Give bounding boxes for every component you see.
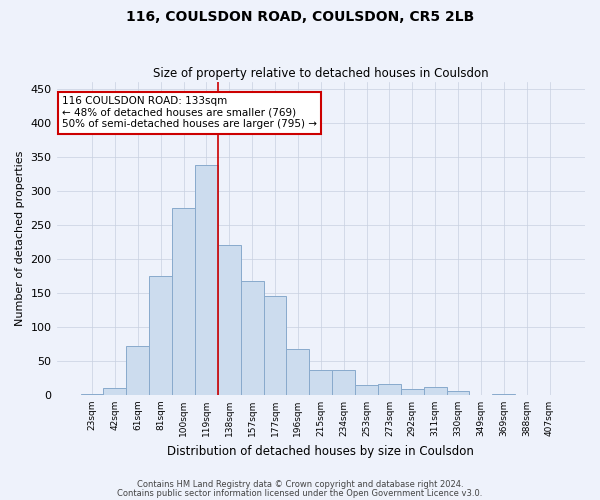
Bar: [103, 388, 127, 395]
Bar: [286, 348, 310, 395]
Y-axis label: Number of detached properties: Number of detached properties: [15, 151, 25, 326]
Bar: [80, 394, 103, 395]
Bar: [378, 384, 401, 395]
Bar: [149, 276, 172, 395]
Title: Size of property relative to detached houses in Coulsdon: Size of property relative to detached ho…: [153, 66, 488, 80]
Text: 116 COULSDON ROAD: 133sqm
← 48% of detached houses are smaller (769)
50% of semi: 116 COULSDON ROAD: 133sqm ← 48% of detac…: [62, 96, 317, 130]
Text: 116, COULSDON ROAD, COULSDON, CR5 2LB: 116, COULSDON ROAD, COULSDON, CR5 2LB: [126, 10, 474, 24]
Bar: [172, 208, 195, 395]
Bar: [310, 370, 332, 395]
Bar: [401, 389, 424, 395]
Bar: [493, 394, 515, 395]
Bar: [241, 282, 263, 395]
Bar: [218, 244, 241, 395]
X-axis label: Distribution of detached houses by size in Coulsdon: Distribution of detached houses by size …: [167, 444, 474, 458]
Bar: [446, 391, 469, 395]
Bar: [263, 296, 286, 395]
Bar: [332, 370, 355, 395]
Bar: [355, 384, 378, 395]
Bar: [424, 387, 446, 395]
Text: Contains HM Land Registry data © Crown copyright and database right 2024.: Contains HM Land Registry data © Crown c…: [137, 480, 463, 489]
Text: Contains public sector information licensed under the Open Government Licence v3: Contains public sector information licen…: [118, 490, 482, 498]
Bar: [127, 346, 149, 395]
Bar: [195, 165, 218, 395]
